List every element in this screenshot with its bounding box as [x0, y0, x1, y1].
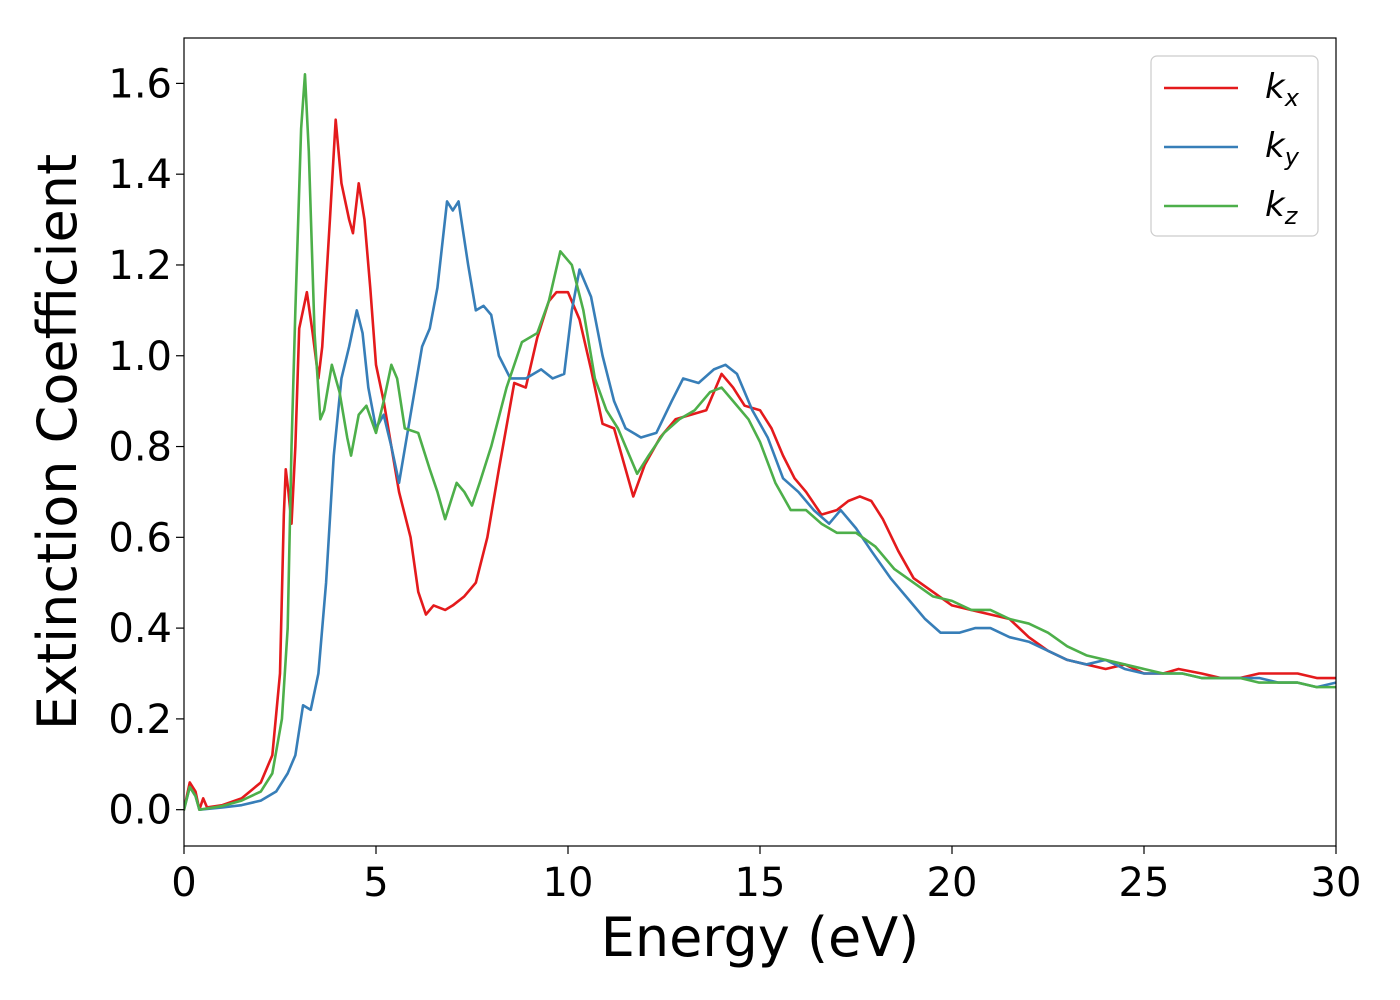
- y-tick-label: 0.2: [108, 697, 172, 743]
- legend-label-z: kz: [1265, 185, 1299, 230]
- y-tick-label: 0.0: [108, 788, 172, 834]
- y-tick-label: 0.8: [108, 425, 172, 471]
- y-tick-label: 0.4: [108, 606, 172, 652]
- series-layer: [184, 73, 1336, 811]
- legend-label-x: kx: [1265, 67, 1300, 112]
- x-tick-label: 5: [363, 860, 388, 906]
- legend: kx ky kz: [1150, 55, 1319, 237]
- legend-label-y: ky: [1265, 126, 1300, 171]
- x-tick-label: 25: [1119, 860, 1170, 906]
- y-tick-label: 1.0: [108, 334, 172, 380]
- x-tick-label: 20: [927, 860, 978, 906]
- x-axis: 0 5 10 15 20 25 30: [171, 846, 1361, 906]
- x-tick-label: 10: [543, 860, 594, 906]
- y-tick-label: 0.6: [108, 515, 172, 561]
- x-axis-label: Energy (eV): [601, 906, 920, 969]
- x-tick-label: 15: [735, 860, 786, 906]
- y-axis: 0.0 0.2 0.4 0.6 0.8 1.0 1.2 1.4 1.6: [108, 61, 184, 834]
- series-line-y: [184, 200, 1336, 811]
- y-tick-label: 1.6: [108, 61, 172, 107]
- x-tick-label: 0: [171, 860, 196, 906]
- series-line-x: [184, 118, 1336, 811]
- series-line-z: [184, 73, 1336, 811]
- x-tick-label: 30: [1311, 860, 1362, 906]
- y-tick-label: 1.2: [108, 243, 172, 289]
- y-tick-label: 1.4: [108, 152, 172, 198]
- y-axis-label: Extinction Coefficient: [26, 154, 89, 730]
